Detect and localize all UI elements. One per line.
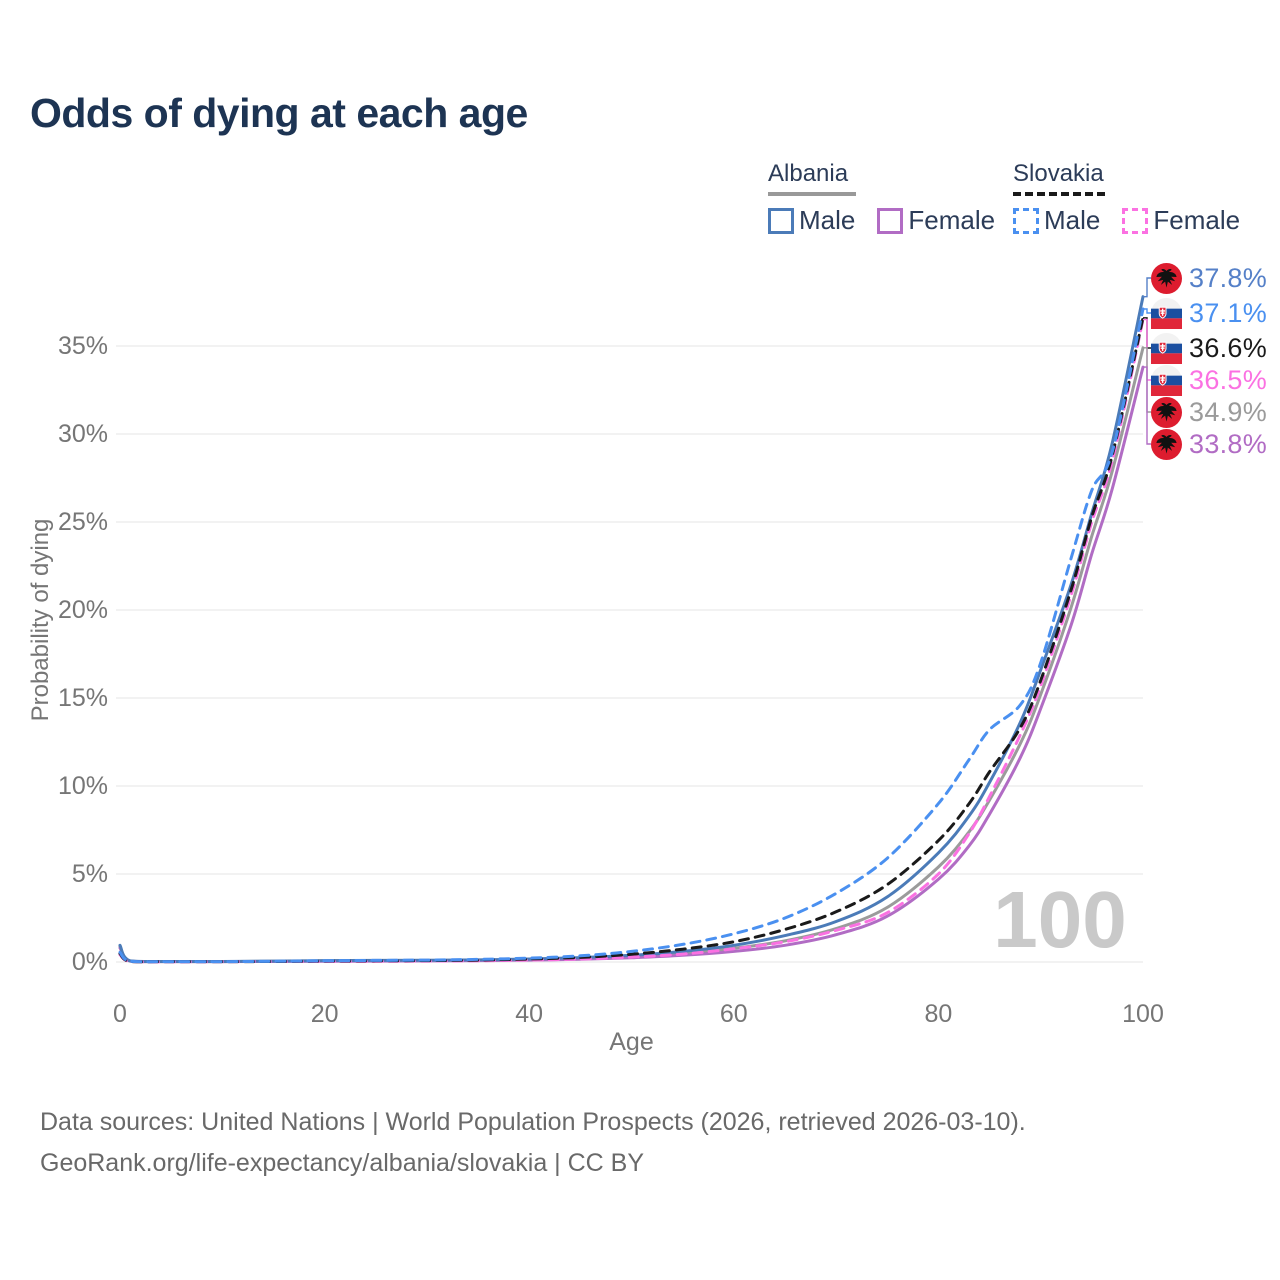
legend-heading-albania: Albania (768, 160, 849, 187)
albania-flag-icon (1151, 262, 1182, 294)
albania-flag-icon (1151, 428, 1182, 460)
series-line-slovakia-female (118, 318, 1145, 964)
leader-line (1143, 308, 1151, 314)
x-tick-label: 100 (1122, 1000, 1164, 1028)
end-value-text: 37.8% (1189, 262, 1268, 293)
end-label-slovakia-male: 37.1% (1151, 297, 1267, 329)
end-value-text: 36.6% (1189, 332, 1268, 363)
end-label-albania-female: 33.8% (1151, 428, 1267, 460)
albania-flag-icon (1151, 396, 1182, 428)
legend-label-slovakia-female[interactable]: Female (1153, 205, 1241, 235)
slovakia-male-swatch-icon[interactable] (1013, 207, 1039, 234)
x-tick-label: 60 (720, 1000, 748, 1028)
page-title: Odds of dying at each age (30, 90, 528, 136)
slovakia-female-swatch-icon[interactable] (1122, 207, 1149, 234)
end-label-albania-both-sexes: 34.9% (1151, 396, 1267, 428)
attribution-link-text: GeoRank.org/life-expectancy/albania/slov… (40, 1149, 645, 1177)
legend-label-albania-female[interactable]: Female (908, 205, 996, 235)
series-line-albania-female (118, 365, 1145, 964)
albania-line-swatch (768, 192, 856, 196)
end-label-albania-male: 37.8% (1151, 262, 1267, 294)
legend-item-slovakia-female[interactable]: Female (1122, 205, 1240, 236)
legend-group-slovakia: Slovakia Male Female (1013, 160, 1240, 236)
legend-item-albania-female[interactable]: Female (877, 205, 995, 236)
mortality-line-chart: 0% 5% 10% 15% 20% 25% 30% 35% 0 20 40 60 80 100 Age Pro… (27, 277, 1164, 1056)
y-tick-label: 10% (58, 772, 108, 800)
y-tick-label: 20% (58, 596, 108, 624)
legend-label-albania-male[interactable]: Male (799, 205, 856, 235)
slovakia-flag-icon (1151, 332, 1182, 364)
y-axis-title: Probability of dying (27, 519, 54, 722)
series-line-slovakia-male (118, 307, 1145, 964)
series-line-albania-both-sexes (118, 346, 1145, 964)
end-value-text: 33.8% (1189, 428, 1268, 459)
y-tick-label: 0% (72, 948, 108, 976)
end-value-text: 37.1% (1189, 297, 1268, 328)
x-tick-label: 80 (924, 1000, 952, 1028)
end-value-text: 34.9% (1189, 396, 1268, 427)
albania-female-swatch-icon[interactable] (877, 207, 904, 234)
x-tick-label: 20 (311, 1000, 339, 1028)
legend-item-slovakia-male[interactable]: Male (1013, 205, 1100, 236)
legend-label-slovakia-male[interactable]: Male (1044, 205, 1101, 235)
series-line-albania-male (118, 295, 1145, 964)
end-label-slovakia-female: 36.5% (1151, 364, 1267, 396)
leader-line (1143, 366, 1151, 445)
slovakia-line-swatch (1013, 192, 1105, 196)
data-source-text: Data sources: United Nations | World Pop… (40, 1108, 1026, 1136)
albania-male-swatch-icon[interactable] (768, 207, 794, 234)
end-value-text: 36.5% (1189, 364, 1268, 395)
leader-line (1143, 277, 1151, 298)
x-axis-title: Age (609, 1028, 653, 1056)
legend-heading-slovakia: Slovakia (1013, 160, 1104, 187)
end-label-slovakia-both-sexes: 36.6% (1151, 332, 1267, 364)
y-tick-label: 5% (72, 860, 108, 888)
y-tick-label: 30% (58, 420, 108, 448)
legend-group-albania: Albania Male Female (768, 160, 995, 236)
x-tick-label: 0 (113, 1000, 127, 1028)
x-tick-label: 40 (515, 1000, 543, 1028)
series-line-slovakia-both-sexes (118, 316, 1145, 964)
slovakia-flag-icon (1151, 297, 1182, 329)
legend-item-albania-male[interactable]: Male (768, 205, 855, 236)
y-tick-label: 25% (58, 508, 108, 536)
y-tick-label: 35% (58, 332, 108, 360)
slovakia-flag-icon (1151, 364, 1182, 396)
age-counter-watermark: 100 (993, 875, 1126, 964)
y-tick-label: 15% (58, 684, 108, 712)
